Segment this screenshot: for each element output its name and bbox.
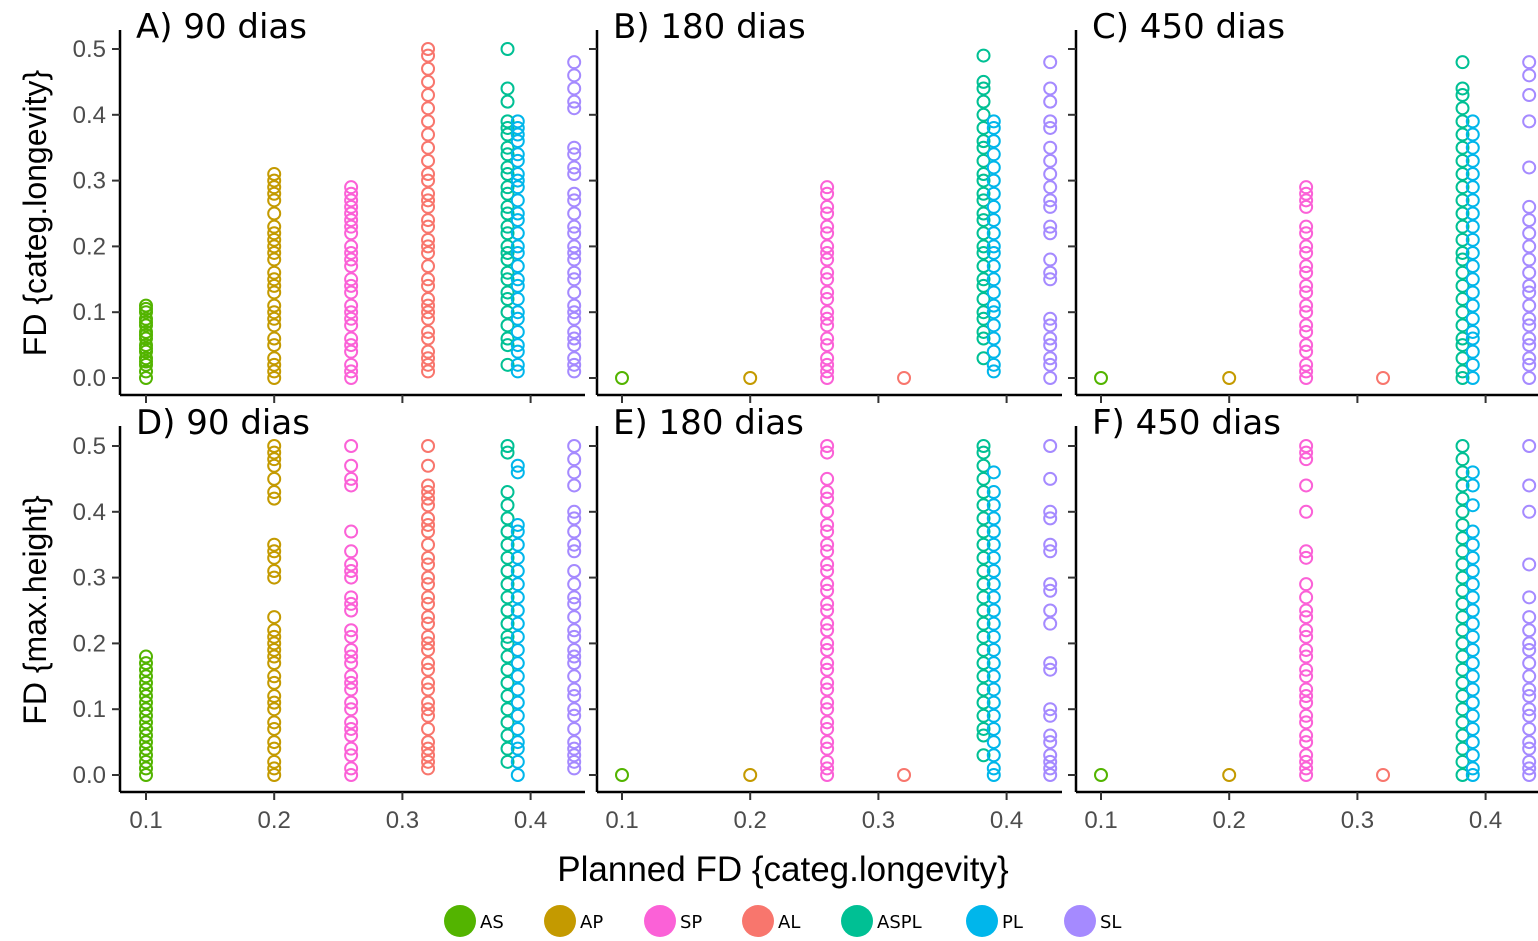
legend-label: PL (1002, 912, 1023, 933)
x-tick-label: 0.1 (605, 807, 638, 834)
x-tick-label: 0.3 (1341, 807, 1374, 834)
y-tick-label: 0.2 (73, 630, 106, 657)
y-tick-label: 0.5 (73, 36, 106, 63)
panel-title: D) 90 dias (136, 403, 310, 443)
y-tick-label: 0.0 (73, 365, 106, 392)
x-tick-label: 0.1 (1084, 807, 1117, 834)
legend-swatch (544, 905, 576, 937)
y-axis-label-row-1: FD {categ.longevity} (17, 69, 53, 356)
y-tick-label: 0.3 (73, 565, 106, 592)
y-tick-label: 0.4 (73, 499, 106, 526)
legend-swatch (966, 905, 998, 937)
x-tick-label: 0.2 (734, 807, 767, 834)
panel-title: C) 450 dias (1092, 7, 1285, 47)
x-tick-label: 0.1 (129, 807, 162, 834)
legend-label: SP (680, 912, 702, 933)
legend-label: AP (580, 912, 603, 933)
legend-swatch (1064, 905, 1096, 937)
y-tick-label: 0.5 (73, 433, 106, 460)
x-tick-label: 0.4 (1469, 807, 1502, 834)
x-tick-label: 0.3 (386, 807, 419, 834)
panel-title: B) 180 dias (613, 7, 806, 47)
legend-label: SL (1100, 912, 1121, 933)
y-tick-label: 0.0 (73, 762, 106, 789)
legend-swatch (841, 905, 873, 937)
x-tick-label: 0.2 (1213, 807, 1246, 834)
panel-title: A) 90 dias (136, 7, 307, 47)
legend-swatch (742, 905, 774, 937)
x-tick-label: 0.3 (862, 807, 895, 834)
x-tick-label: 0.2 (258, 807, 291, 834)
x-tick-label: 0.4 (990, 807, 1023, 834)
y-tick-label: 0.1 (73, 299, 106, 326)
y-axis-label-row-2: FD {max.height} (17, 495, 53, 725)
y-tick-label: 0.1 (73, 696, 106, 723)
legend-label: AL (778, 912, 800, 933)
panel-title: E) 180 dias (613, 403, 804, 443)
legend-swatch (644, 905, 676, 937)
y-tick-label: 0.2 (73, 233, 106, 260)
y-tick-label: 0.4 (73, 102, 106, 129)
legend-label: ASPL (877, 912, 922, 933)
y-tick-label: 0.3 (73, 168, 106, 195)
legend-swatch (444, 905, 476, 937)
x-tick-label: 0.4 (514, 807, 547, 834)
legend-label: AS (480, 912, 504, 933)
panel-title: F) 450 dias (1092, 403, 1281, 443)
x-axis-label: Planned FD {categ.longevity} (557, 850, 1009, 889)
